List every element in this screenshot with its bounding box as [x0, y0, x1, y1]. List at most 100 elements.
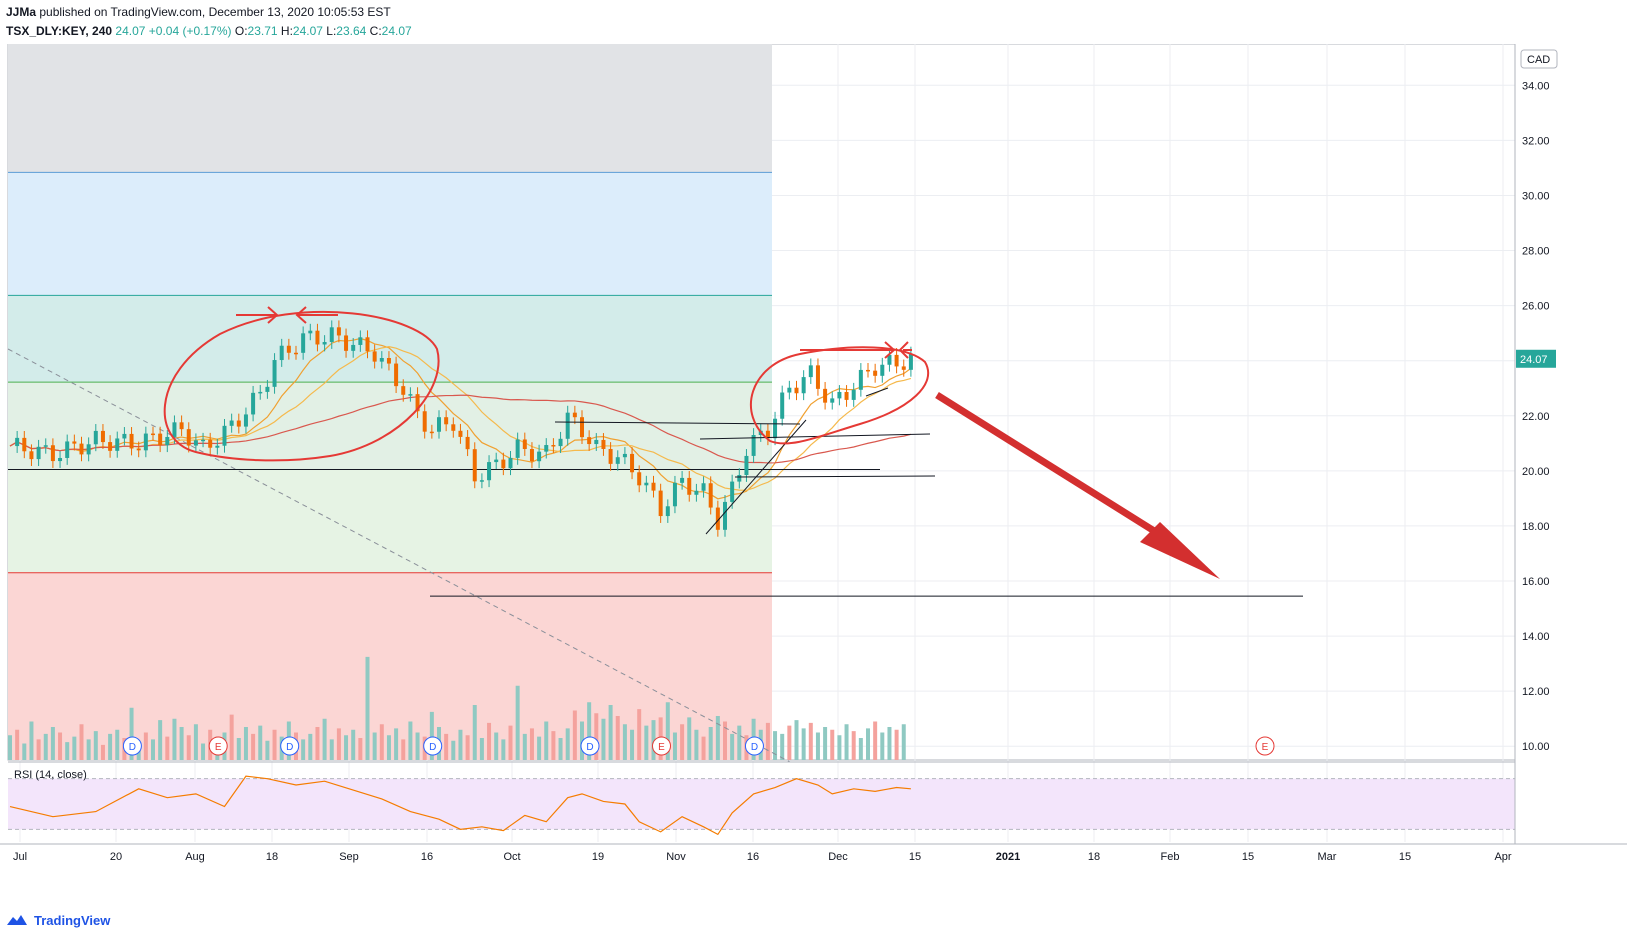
volume-bar [515, 685, 520, 760]
price-chart[interactable]: RSI (14, close)75.0050.0025.00 34.0032.0… [0, 44, 1627, 904]
candle-body [272, 360, 277, 387]
candle-body [823, 388, 828, 403]
candle-body [336, 327, 341, 336]
volume-bar [93, 731, 98, 760]
volume-bar [737, 725, 742, 760]
earnings-marker[interactable] [652, 736, 671, 756]
candle-body [344, 335, 349, 351]
volume-bar [458, 729, 463, 760]
event-marker-label: D [129, 742, 136, 753]
volume-bar [36, 739, 41, 760]
candle-body [165, 436, 170, 446]
publisher-name[interactable]: JJMa [6, 5, 37, 19]
price-tick-label: 30.00 [1522, 190, 1550, 202]
candle-body [551, 445, 556, 447]
candle-body [844, 391, 849, 400]
volume-bar [773, 731, 778, 760]
volume-bar [880, 732, 885, 760]
candle-body [901, 366, 906, 370]
close-value: 24.07 [381, 24, 412, 38]
candle-body [651, 482, 656, 491]
candle-body [637, 472, 642, 486]
time-tick-label: Oct [503, 851, 520, 863]
candle-body [437, 417, 441, 432]
candle-body [558, 438, 563, 447]
volume-bar [715, 716, 720, 760]
volume-bar [336, 728, 341, 760]
volume-bar [15, 729, 20, 760]
price-axis[interactable] [1515, 44, 1627, 842]
volume-bar [694, 729, 699, 760]
event-marker-label: D [586, 742, 593, 753]
volume-bar [415, 732, 420, 760]
earnings-marker[interactable] [208, 736, 228, 756]
currency-button[interactable] [1520, 49, 1558, 69]
candle-body [372, 351, 377, 362]
volume-bar [358, 738, 363, 760]
candle-body [737, 475, 742, 482]
dividend-marker[interactable] [280, 736, 300, 756]
candle-body [265, 386, 270, 392]
candle-body [401, 386, 406, 395]
candle-body [22, 437, 27, 452]
candle-body [665, 506, 670, 517]
candle-body [43, 445, 48, 447]
candle-body [622, 453, 627, 458]
candle-body [93, 430, 98, 445]
candle-body [730, 481, 735, 502]
high-label: H: [280, 24, 293, 38]
tradingview-logo-icon[interactable] [6, 913, 28, 927]
dividend-marker[interactable] [580, 736, 600, 756]
candle-body [529, 449, 534, 462]
time-tick-label: 18 [1088, 851, 1100, 863]
volume-bar [630, 729, 635, 760]
candle-body [29, 451, 34, 460]
volume-bar [379, 724, 384, 760]
candle-body [658, 490, 663, 517]
candle-body [672, 482, 677, 507]
candle-body [36, 446, 41, 460]
candle-body [208, 439, 213, 448]
candle-body [680, 477, 685, 483]
dashed-trendline [7, 348, 791, 763]
candle-body [415, 394, 420, 412]
volume-bar [558, 738, 563, 760]
volume-bar [601, 718, 606, 760]
candle-body [465, 436, 470, 450]
volume-bar [172, 718, 177, 760]
candle-body [322, 342, 327, 345]
volume-bar [272, 729, 277, 760]
candle-body [193, 440, 198, 446]
tradingview-brand[interactable]: TradingView [34, 912, 111, 928]
price-tick-label: 14.00 [1522, 631, 1550, 643]
earnings-marker[interactable] [1255, 736, 1275, 756]
candle-body [386, 358, 391, 364]
dividend-marker[interactable] [423, 736, 443, 756]
candle-body [79, 443, 84, 455]
volume-bar [808, 722, 813, 760]
close-label: C: [369, 24, 382, 38]
candle-body [179, 422, 184, 430]
volume-bar [572, 710, 577, 760]
candle-body [72, 441, 77, 444]
volume-bar [708, 727, 713, 760]
low-value: 23.64 [336, 24, 367, 38]
candle-body [587, 437, 592, 445]
candle-body [572, 412, 577, 418]
dividend-marker[interactable] [744, 736, 764, 756]
candle-body [308, 330, 313, 334]
volume-bar [608, 705, 613, 760]
bearish-arrow-head [1140, 522, 1220, 579]
volume-bar [529, 728, 534, 760]
candle-body [186, 429, 191, 446]
candle-body [694, 490, 699, 495]
volume-bar [465, 735, 470, 760]
candle-body [787, 387, 792, 393]
dividend-marker[interactable] [122, 736, 142, 756]
volume-bar [193, 724, 198, 760]
candle-body [908, 353, 913, 370]
volume-bar [472, 705, 477, 760]
rsi-legend-label[interactable]: RSI (14, close) [14, 769, 87, 781]
volume-bar [315, 727, 320, 760]
symbol-label[interactable]: TSX_DLY:KEY, 240 [6, 24, 113, 38]
